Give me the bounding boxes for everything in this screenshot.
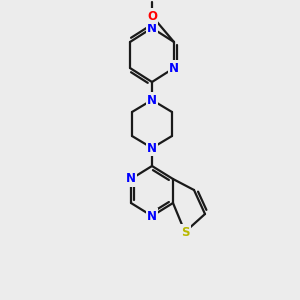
Text: N: N <box>147 142 157 154</box>
Text: O: O <box>147 10 157 22</box>
Text: S: S <box>181 226 189 238</box>
Text: N: N <box>169 61 179 74</box>
Text: N: N <box>126 172 136 185</box>
Text: N: N <box>147 94 157 106</box>
Text: N: N <box>147 209 157 223</box>
Text: N: N <box>147 22 157 34</box>
